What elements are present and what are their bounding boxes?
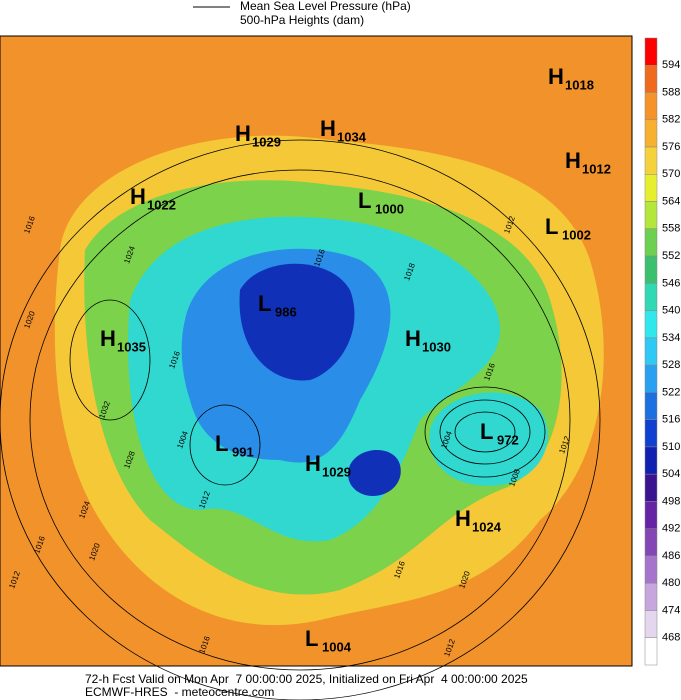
isobars (0, 139, 601, 700)
colorbar-box (644, 310, 658, 339)
colorbar-box (644, 582, 658, 611)
center-type: H (305, 451, 321, 476)
colorbar-label: 588 (662, 86, 680, 98)
center-type: L (358, 188, 371, 213)
colorbar-label: 570 (662, 168, 680, 180)
center-type: L (545, 214, 558, 239)
center-value: 1024 (472, 519, 502, 534)
colorbar-label: 540 (662, 305, 680, 317)
colorbar-label: 504 (662, 468, 680, 480)
footer-valid: 72-h Fcst Valid on Mon Apr 7 00:00:00 20… (85, 672, 528, 686)
colorbar-label: 564 (662, 195, 680, 207)
map-frame (0, 35, 633, 667)
colorbar-label: 558 (662, 223, 680, 235)
map (0, 35, 633, 700)
center-value: 1004 (322, 639, 352, 654)
colorbar-box (644, 337, 658, 366)
colorbar-box (644, 201, 658, 230)
legend-heights: 500-hPa Heights (dam) (240, 13, 364, 27)
center-value: 1030 (422, 339, 451, 354)
colorbar-label: 468 (662, 632, 680, 644)
center-type: H (100, 326, 116, 351)
center-value: 1000 (375, 201, 404, 216)
center-value: 1034 (337, 129, 367, 144)
center-value: 972 (497, 432, 519, 447)
center-type: H (130, 184, 146, 209)
colorbar-box (644, 555, 658, 584)
colorbar-box (644, 637, 658, 666)
colorbar-box (644, 92, 658, 121)
colorbar-label: 546 (662, 277, 680, 289)
center-type: H (455, 506, 471, 531)
colorbar-box (644, 501, 658, 529)
colorbar-label: 492 (662, 523, 680, 535)
colorbar-box (644, 65, 658, 93)
center-type: L (480, 419, 493, 444)
center-value: 1022 (147, 197, 176, 212)
colorbar-label: 576 (662, 141, 680, 153)
footer-source: ECMWF-HRES - meteocentre.com (85, 685, 274, 699)
field-cyan-east (429, 392, 548, 486)
colorbar-label: 534 (662, 332, 680, 344)
center-type: L (258, 291, 271, 316)
colorbar-box (644, 174, 658, 202)
colorbar-label: 480 (662, 577, 680, 589)
colorbar-label: 516 (662, 414, 680, 426)
colorbar-label: 582 (662, 114, 680, 126)
center-value: 1018 (565, 77, 594, 92)
center-value: 1035 (117, 339, 146, 354)
center-type: H (320, 116, 336, 141)
center-value: 1029 (252, 134, 281, 149)
center-type: H (548, 64, 564, 89)
colorbar-box (644, 283, 658, 311)
colorbar-box (644, 364, 658, 393)
center-value: 1002 (562, 227, 591, 242)
colorbar-box (644, 446, 658, 475)
colorbar-box (644, 419, 658, 448)
colorbar-box (644, 146, 658, 175)
colorbar-box (644, 119, 658, 148)
colorbar-label: 594 (662, 59, 680, 71)
colorbar-label: 486 (662, 550, 680, 562)
field-darkblue-2 (348, 450, 401, 496)
colorbar-box (644, 228, 658, 257)
colorbar-box (644, 37, 658, 66)
colorbar-label: 510 (662, 441, 680, 453)
legend-pressure: Mean Sea Level Pressure (hPa) (240, 0, 411, 13)
colorbar-label: 528 (662, 359, 680, 371)
colorbar-box (644, 255, 658, 284)
colorbar-box (644, 473, 658, 502)
center-type: H (405, 326, 421, 351)
colorbar-label: 498 (662, 495, 680, 507)
center-type: H (235, 121, 251, 146)
center-value: 1012 (582, 161, 611, 176)
colorbar-label: 522 (662, 386, 680, 398)
center-value: 986 (275, 304, 297, 319)
colorbar-box (644, 610, 658, 638)
center-type: L (215, 431, 228, 456)
colorbar-box (644, 392, 658, 420)
center-value: 991 (232, 444, 254, 459)
colorbar-label: 552 (662, 250, 680, 262)
colorbar-label: 474 (662, 604, 680, 616)
center-value: 1029 (322, 464, 351, 479)
field-darkblue (239, 263, 355, 381)
colorbar-box (644, 528, 658, 557)
center-type: H (565, 148, 581, 173)
center-type: L (305, 626, 318, 651)
